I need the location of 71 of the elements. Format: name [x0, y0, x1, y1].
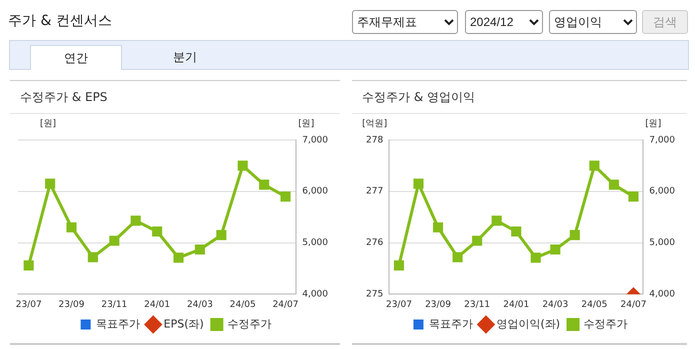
text: 주재무제표 — [352, 10, 458, 34]
y-axis-title: [원] — [40, 118, 56, 129]
point — [194, 244, 205, 255]
y2-axis-title: [원] — [298, 118, 314, 129]
legend-label: EPS(좌) — [164, 317, 204, 330]
point — [259, 180, 270, 190]
x-tick-label: 23/09 — [58, 300, 85, 310]
y2-tick-label: 7,000 — [302, 135, 328, 146]
chart-title: 수정주가 & 영업이익 — [352, 81, 687, 114]
y-tick-label: 276 — [366, 238, 384, 248]
point — [109, 236, 120, 246]
text: 2024/12 — [465, 10, 543, 34]
y2-tick-label: 5,000 — [302, 238, 328, 248]
y2-tick-label: 6,000 — [302, 186, 328, 197]
x-tick-label: 23/11 — [464, 300, 490, 310]
x-tick-label: 24/07 — [272, 300, 298, 310]
point — [608, 180, 619, 190]
y2-tick-label: 6,000 — [649, 186, 676, 197]
legend-label: 수정주가 — [227, 317, 272, 330]
y-tick-label: 277 — [366, 186, 384, 197]
y2-tick-label: 4,000 — [649, 290, 676, 300]
point — [173, 252, 184, 263]
text: 검색 — [642, 10, 688, 34]
point — [152, 226, 162, 237]
y2-tick-label: 4,000 — [302, 290, 328, 300]
text: 영업이익 — [549, 10, 637, 34]
point — [66, 222, 77, 232]
x-tick-label: 23/07 — [16, 300, 42, 310]
point — [472, 236, 482, 246]
legend-label: 수정주가 — [584, 317, 628, 330]
y2-tick-label: 7,000 — [649, 135, 676, 146]
y2-axis-title: [원] — [645, 118, 662, 129]
point — [452, 252, 463, 262]
legend-label: 영업이익(좌) — [496, 317, 560, 330]
point — [530, 252, 541, 263]
legend-label: 목표주가 — [428, 317, 473, 330]
chart-title: 수정주가 & EPS — [10, 81, 340, 114]
y-axis-title: [억원] — [362, 118, 388, 129]
point — [24, 260, 34, 270]
text: 주가 & 컨센서스 — [8, 12, 112, 30]
point — [433, 222, 444, 232]
x-tick-label: 24/05 — [581, 300, 608, 310]
x-tick-label: 23/07 — [386, 300, 412, 310]
x-tick-label: 24/03 — [186, 300, 213, 310]
point — [511, 226, 522, 237]
point — [216, 230, 226, 240]
point — [280, 192, 291, 202]
point — [88, 252, 98, 262]
point — [130, 216, 141, 226]
x-tick-label: 23/09 — [425, 300, 452, 310]
x-tick-label: 24/01 — [144, 300, 170, 310]
legend-label: 목표주가 — [96, 317, 140, 330]
point — [550, 244, 560, 255]
point — [394, 260, 404, 270]
point — [413, 178, 424, 189]
y2-tick-label: 5,000 — [649, 238, 676, 248]
point — [45, 178, 56, 189]
point — [492, 216, 502, 226]
y-tick-label: 278 — [366, 135, 384, 146]
text: 분기 — [172, 49, 198, 66]
text: 연간 — [30, 45, 122, 70]
point — [589, 160, 600, 171]
x-tick-label: 24/01 — [503, 300, 530, 310]
x-tick-label: 24/07 — [620, 300, 646, 310]
y-tick-label: 275 — [366, 290, 384, 300]
x-tick-label: 23/11 — [101, 300, 128, 310]
point — [238, 160, 248, 171]
x-tick-label: 24/05 — [230, 300, 256, 310]
point — [628, 192, 638, 202]
x-tick-label: 24/03 — [542, 300, 568, 310]
point — [570, 230, 580, 240]
